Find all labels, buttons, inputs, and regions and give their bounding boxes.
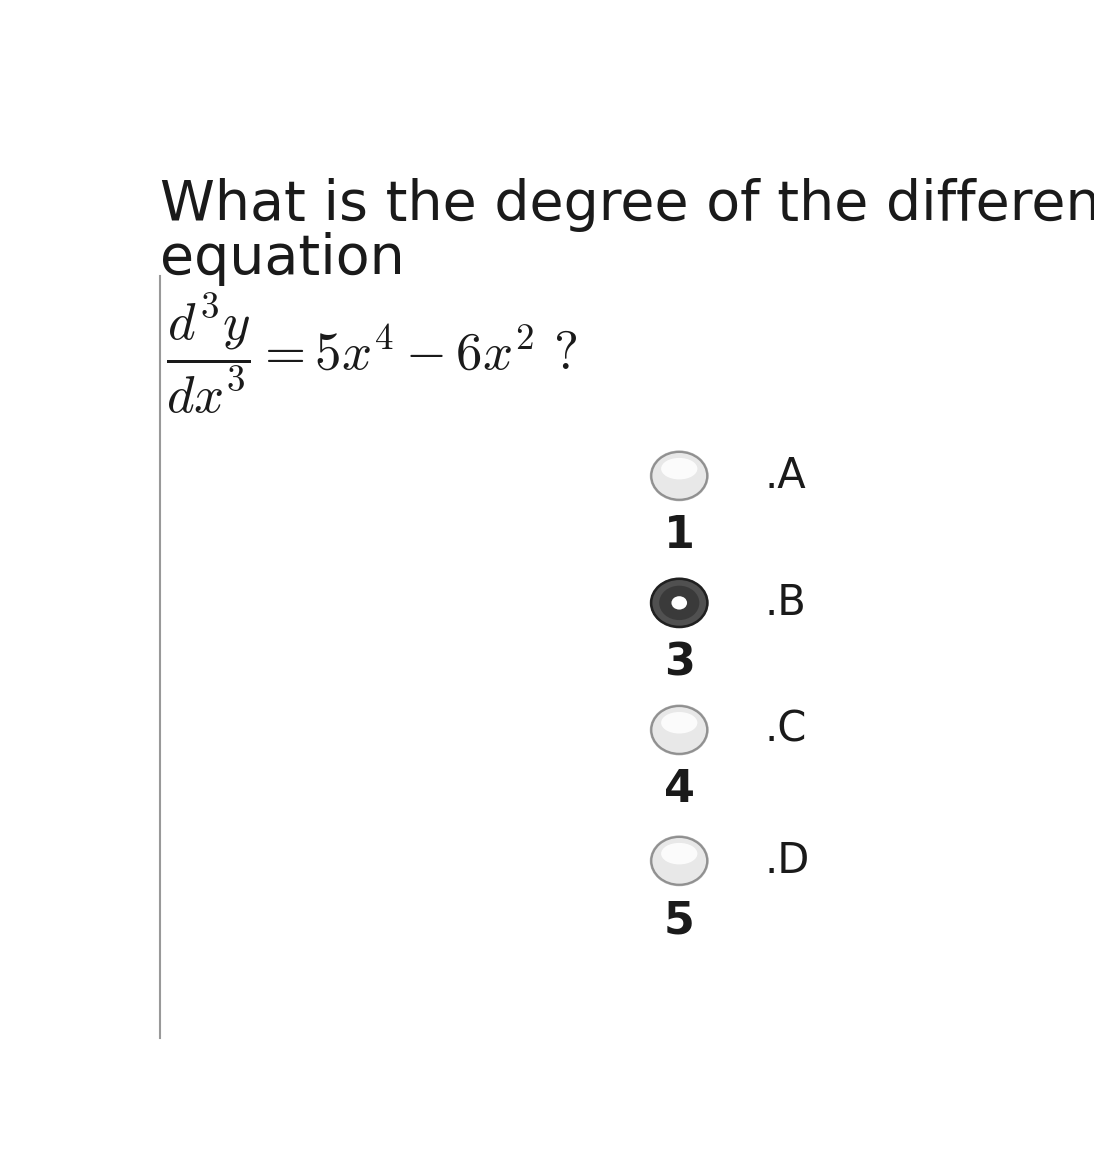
Ellipse shape xyxy=(672,596,687,609)
Text: 4: 4 xyxy=(664,769,695,811)
Text: 1: 1 xyxy=(664,514,695,558)
Ellipse shape xyxy=(650,836,709,886)
Text: What is the degree of the differential: What is the degree of the differential xyxy=(160,177,1094,231)
Text: $\dfrac{d^3y}{dx^3} = 5x^4 - 6x^2\ ?$: $\dfrac{d^3y}{dx^3} = 5x^4 - 6x^2\ ?$ xyxy=(166,291,578,416)
Text: .B: .B xyxy=(765,582,806,623)
Ellipse shape xyxy=(650,578,709,628)
Text: equation: equation xyxy=(160,231,405,285)
Text: 5: 5 xyxy=(664,899,695,943)
Ellipse shape xyxy=(661,711,697,734)
Text: .C: .C xyxy=(765,709,807,751)
Ellipse shape xyxy=(661,843,697,864)
Text: .D: .D xyxy=(765,839,810,882)
Ellipse shape xyxy=(651,706,707,754)
Ellipse shape xyxy=(660,586,699,620)
Ellipse shape xyxy=(661,458,697,479)
Text: .A: .A xyxy=(765,454,806,497)
Ellipse shape xyxy=(651,837,707,885)
Text: 3: 3 xyxy=(664,641,695,684)
Ellipse shape xyxy=(650,704,709,755)
Ellipse shape xyxy=(651,452,707,500)
Ellipse shape xyxy=(650,451,709,501)
Ellipse shape xyxy=(651,579,707,627)
